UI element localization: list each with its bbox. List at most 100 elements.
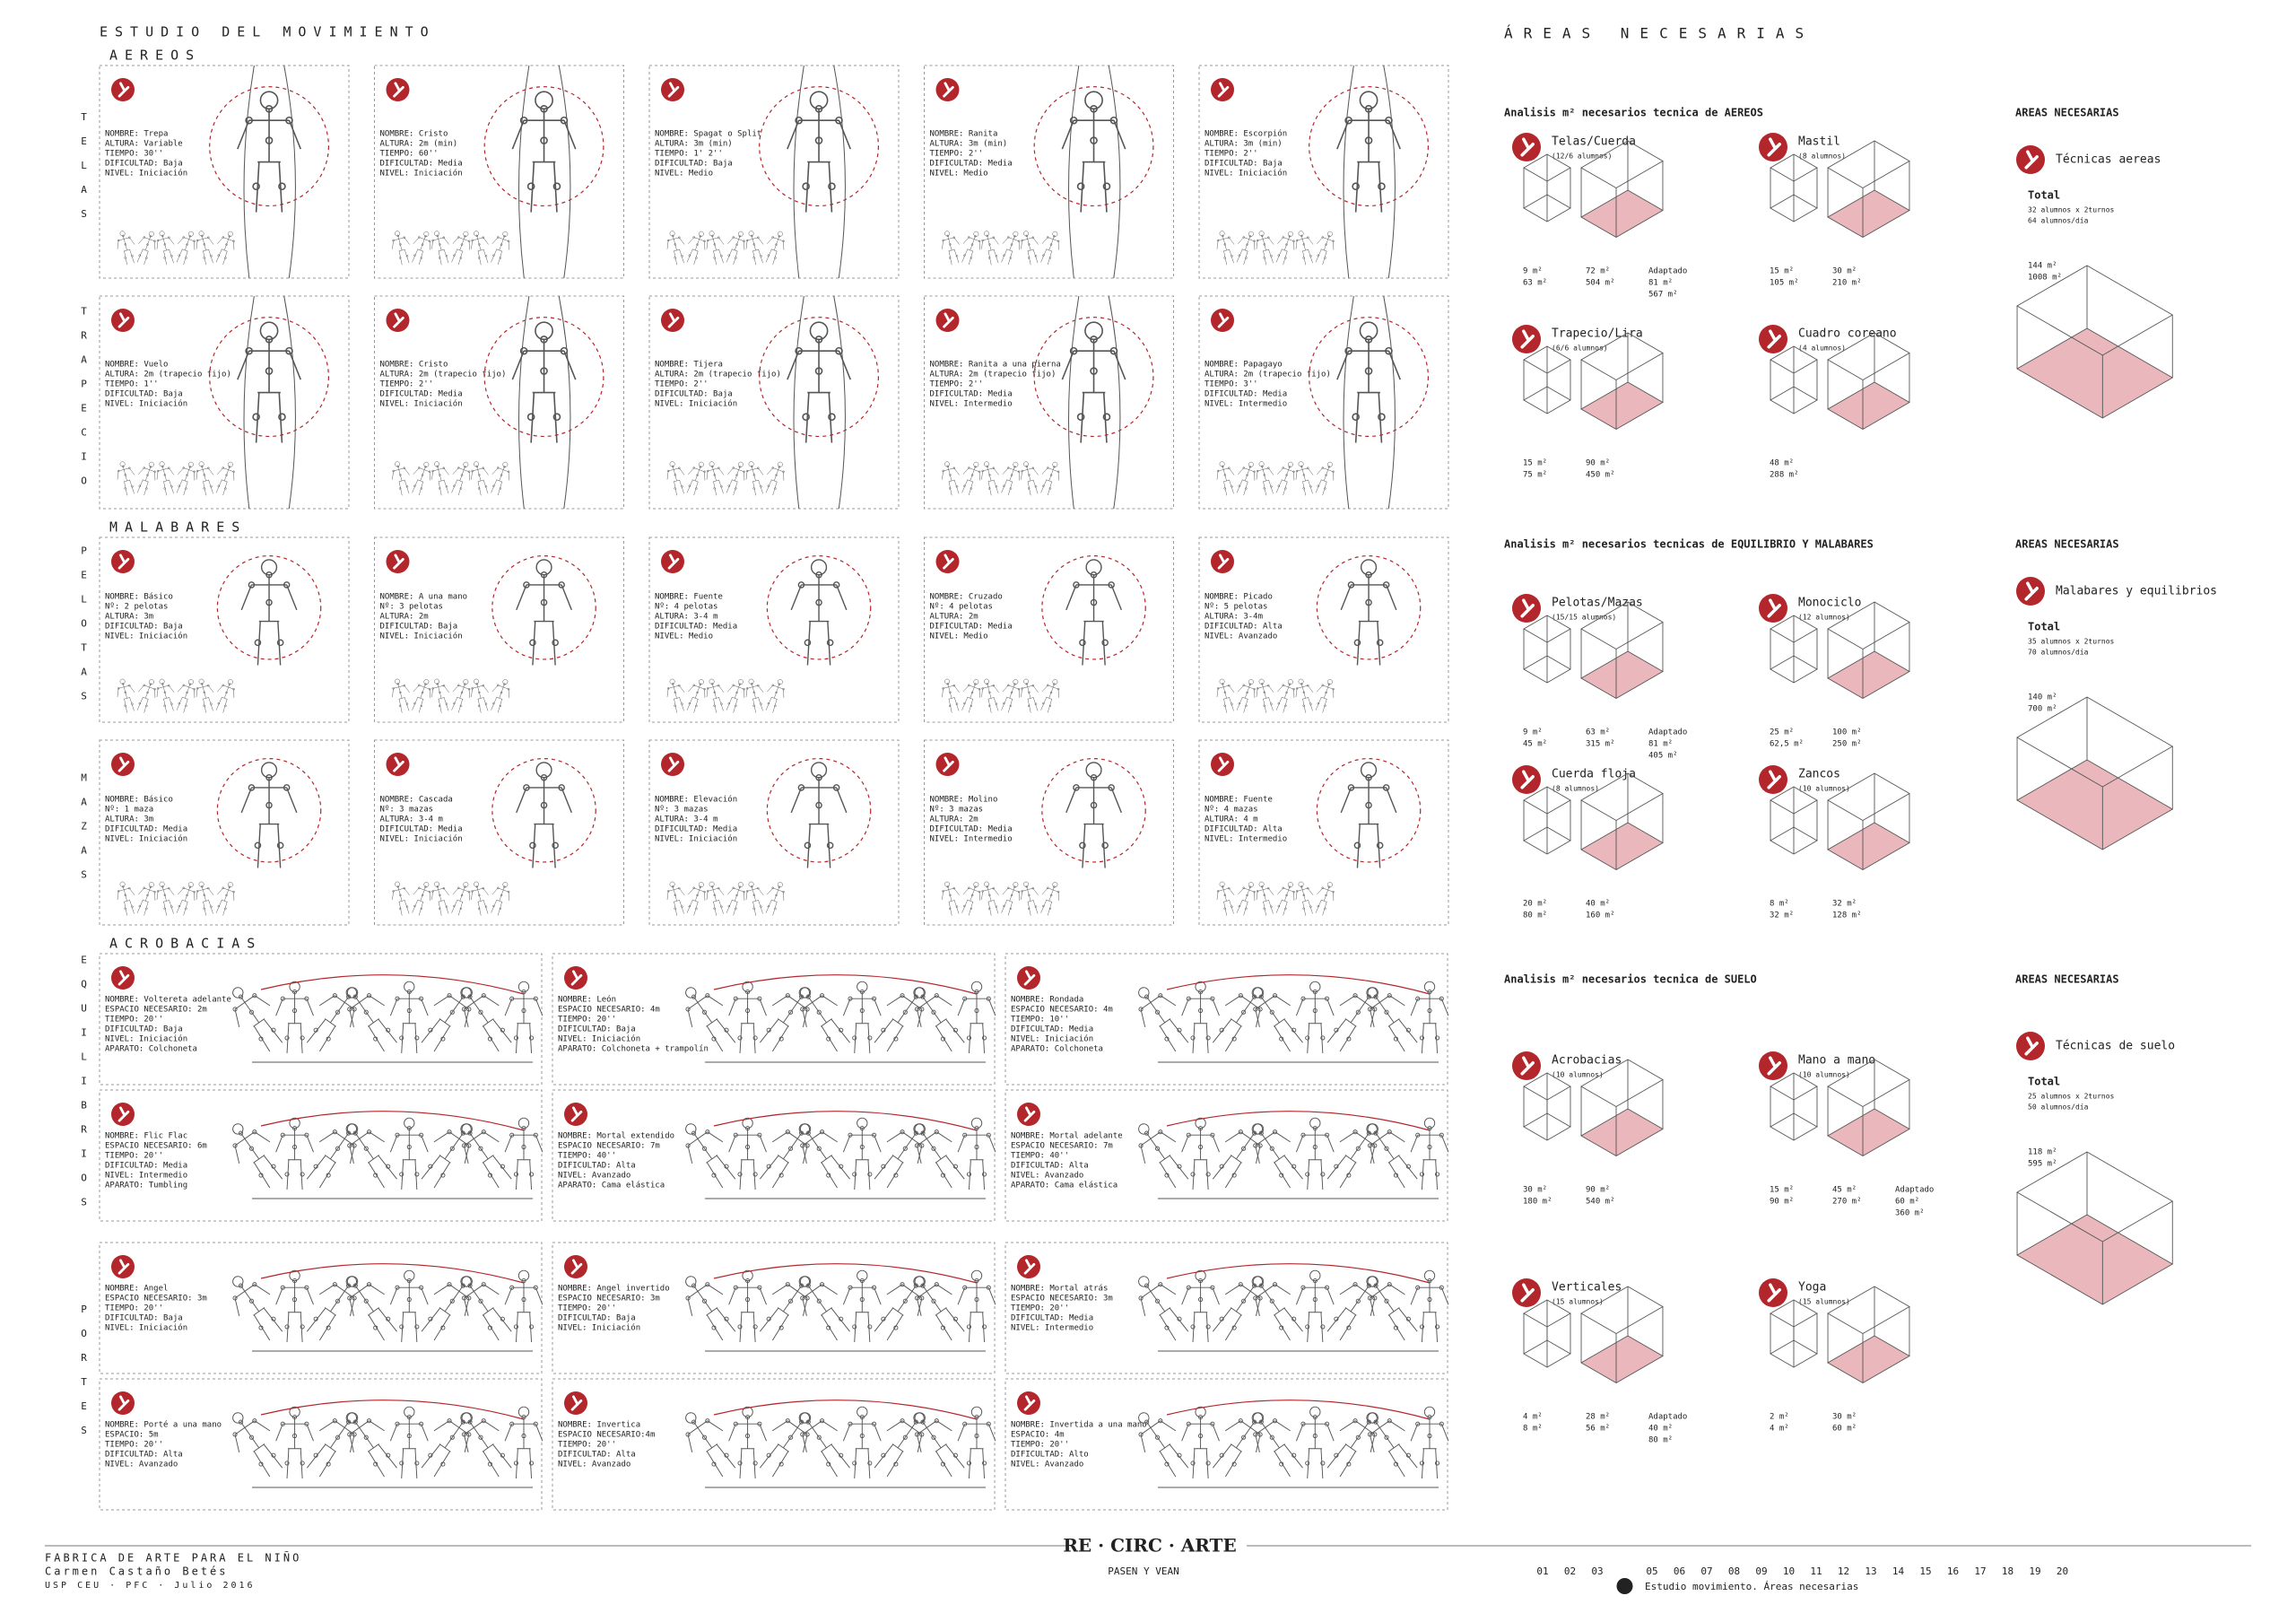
card-text: DIFICULTAD: Media (655, 622, 737, 631)
figure-joint (232, 1295, 238, 1301)
figure-body (981, 466, 999, 496)
figure-joint (1007, 886, 1010, 890)
item-note: 9 m² (1523, 267, 1543, 276)
figure-body (491, 236, 509, 266)
stick-figure (942, 461, 960, 496)
page-number[interactable]: 15 (1919, 1565, 1931, 1577)
figure-joint (1364, 136, 1373, 144)
figure-joint (1154, 1298, 1161, 1304)
figure-joint (974, 1007, 979, 1014)
figure-head (1084, 321, 1103, 341)
card-text: DIFICULTAD: Baja (558, 1025, 636, 1034)
figure-body (1001, 886, 1020, 916)
page-number[interactable]: 08 (1728, 1565, 1740, 1577)
section-side: AREAS NECESARIAS (2015, 538, 2119, 551)
figure-joint (1261, 234, 1264, 238)
page-number[interactable]: 20 (2057, 1565, 2068, 1577)
figure-joint (168, 467, 170, 469)
page-number[interactable]: 17 (1974, 1565, 1986, 1577)
stick-figure (389, 1406, 429, 1479)
page-number[interactable]: 02 (1564, 1565, 1576, 1577)
page-number[interactable]: 09 (1755, 1565, 1767, 1577)
figure-joint (735, 257, 737, 259)
page-number[interactable]: 11 (1810, 1565, 1822, 1577)
page-number[interactable]: 05 (1646, 1565, 1657, 1577)
stick-figure (1367, 987, 1418, 1052)
figure-joint (163, 257, 166, 259)
stick-figure (306, 1412, 358, 1478)
card-text: DIFICULTAD: Baja (105, 389, 183, 398)
figure-joint (1164, 1036, 1170, 1042)
figure-joint (1031, 886, 1035, 890)
motion-arc (1166, 974, 1431, 995)
figure-joint (986, 465, 988, 468)
figure-joint (436, 465, 439, 468)
figure-joint (487, 1461, 492, 1467)
card-text: APARATO: Colchoneta + trampolín (558, 1045, 709, 1054)
figure-joint (1258, 1130, 1264, 1136)
figure-joint (1307, 886, 1309, 890)
page-number[interactable]: 13 (1865, 1565, 1876, 1577)
figure-body (176, 684, 196, 713)
stick-figure (1021, 881, 1039, 916)
figure-body (306, 1131, 355, 1189)
page-number[interactable]: 12 (1838, 1565, 1849, 1577)
stick-figure (471, 231, 489, 266)
card (924, 65, 1174, 279)
figure-joint (1210, 1285, 1215, 1290)
page-number[interactable]: 04 (1619, 1580, 1631, 1591)
figure-joint (1269, 1298, 1274, 1304)
figure-joint (170, 905, 173, 908)
stick-figure (914, 1123, 965, 1189)
page-number[interactable]: 03 (1591, 1565, 1603, 1577)
figure-joint (464, 466, 466, 468)
stick-figure (421, 1123, 472, 1189)
figure-joint (403, 886, 406, 890)
card-text: TIEMPO: 2'' (1205, 149, 1258, 158)
figure-body (1410, 991, 1449, 1054)
page-number[interactable]: 18 (2002, 1565, 2013, 1577)
figure-joint (392, 239, 395, 242)
figure-joint (788, 1146, 794, 1151)
figure-joint (920, 1419, 926, 1425)
page-number[interactable]: 10 (1783, 1565, 1795, 1577)
figure-joint (1238, 1418, 1243, 1424)
figure-joint (674, 243, 677, 246)
figure-body (1212, 995, 1261, 1052)
page-number[interactable]: 16 (1947, 1565, 1959, 1577)
figure-joint (987, 257, 991, 259)
summary-area: 118 m² (2028, 1148, 2057, 1157)
card (99, 1378, 543, 1511)
stick-figure (961, 461, 981, 496)
figure-joint (1300, 885, 1303, 888)
figure-body (136, 236, 156, 266)
figure-joint (352, 1432, 357, 1437)
figure-joint (386, 1164, 391, 1169)
figure-joint (222, 467, 224, 469)
figure-head (914, 1123, 926, 1135)
figure-joint (1101, 842, 1109, 850)
figure-head (434, 461, 439, 467)
figure-joint (222, 886, 224, 890)
figure-joint (966, 1172, 972, 1177)
figure-joint (771, 467, 774, 469)
figure-body (1315, 684, 1335, 713)
page-number[interactable]: 14 (1892, 1565, 1905, 1577)
card-text: NIVEL: Iniciación (380, 398, 463, 408)
figure-joint (745, 890, 749, 893)
card-text: NOMBRE: Flic Flac (105, 1132, 187, 1141)
figure-joint (188, 885, 192, 888)
figure-body (1326, 1420, 1376, 1478)
card-text: ALTURA: 3-4 m (655, 612, 718, 621)
page-number[interactable]: 07 (1700, 1565, 1712, 1577)
figure-joint (478, 243, 481, 246)
page-number[interactable]: 19 (2029, 1565, 2040, 1577)
figure-joint (453, 702, 456, 705)
page-number[interactable]: 06 (1674, 1565, 1685, 1577)
figure-joint (1332, 687, 1335, 691)
figure-joint (500, 1452, 505, 1458)
figure-joint (445, 702, 448, 705)
figure-joint (1279, 1036, 1284, 1042)
page-number[interactable]: 01 (1536, 1565, 1548, 1577)
figure-body (706, 235, 725, 266)
